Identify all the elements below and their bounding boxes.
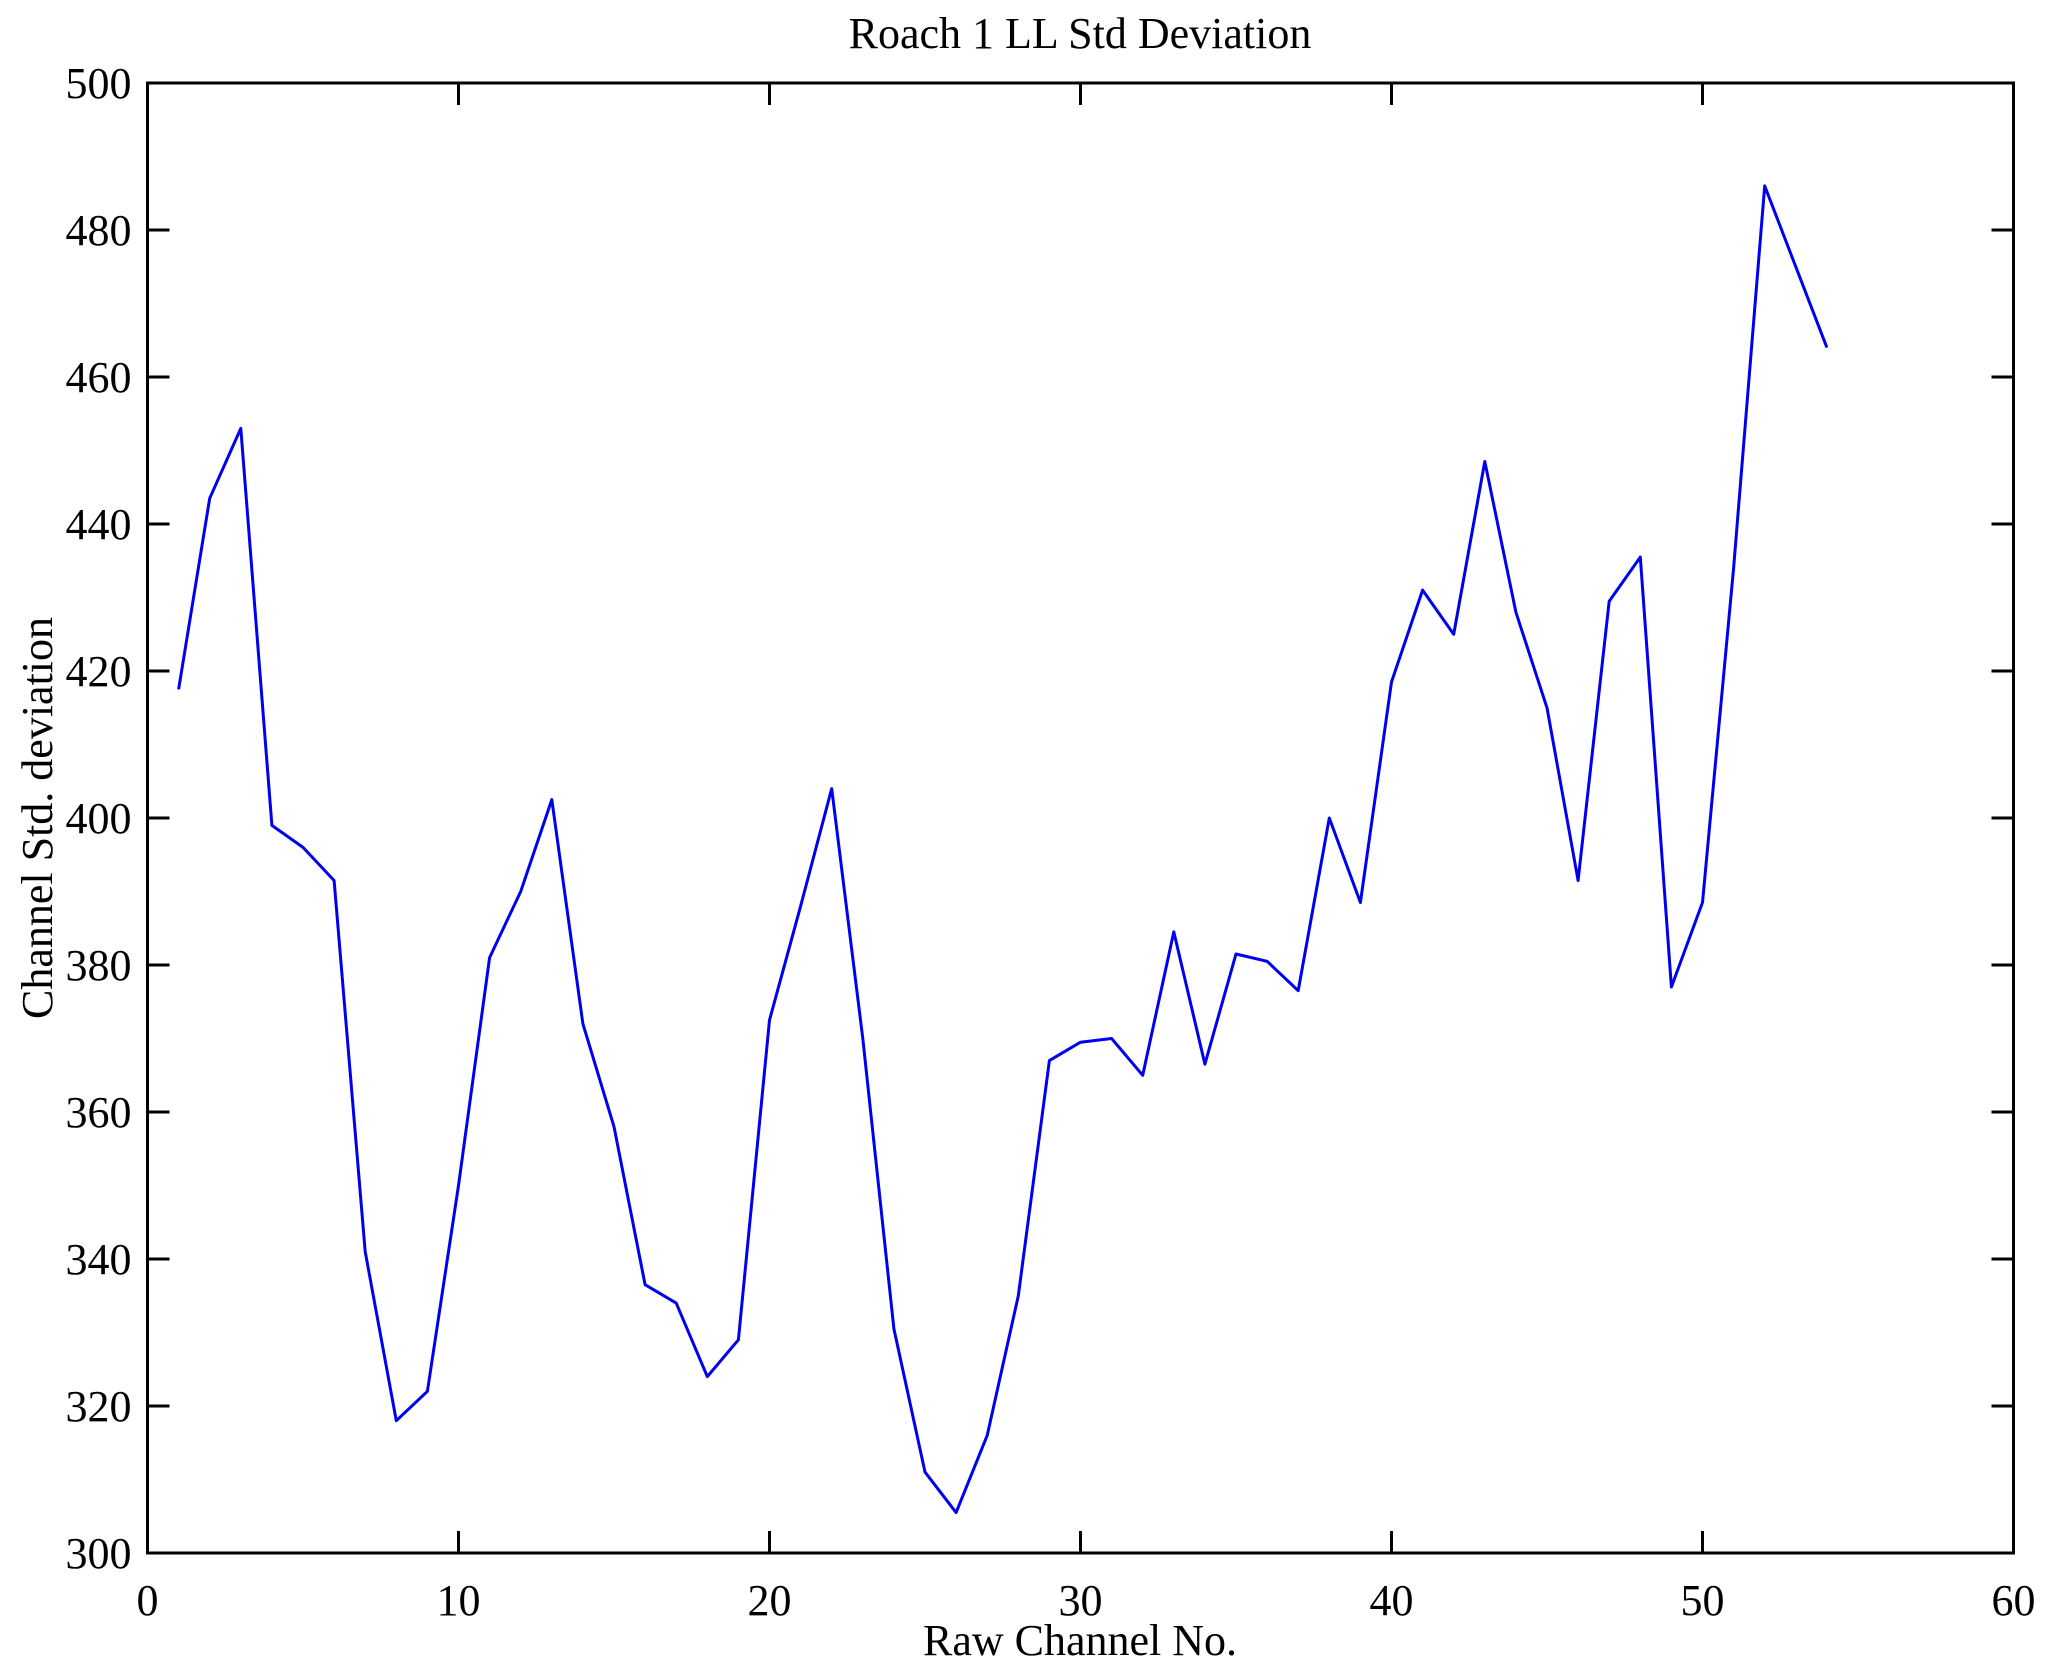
x-tick-label: 30 <box>1059 1576 1103 1625</box>
y-tick-label: 320 <box>66 1382 132 1431</box>
y-tick-label: 500 <box>66 59 132 108</box>
y-tick-label: 380 <box>66 941 132 990</box>
x-tick-label: 60 <box>1992 1576 2036 1625</box>
y-tick-label: 360 <box>66 1088 132 1137</box>
y-tick-label: 460 <box>66 353 132 402</box>
plot-area-border <box>146 81 2015 1555</box>
y-tick-label: 400 <box>66 794 132 843</box>
y-axis-label: Channel Std. deviation <box>13 617 62 1019</box>
x-tick-label: 10 <box>437 1576 481 1625</box>
x-tick-label: 0 <box>137 1576 159 1625</box>
y-tick-label: 420 <box>66 647 132 696</box>
chart-title: Roach 1 LL Std Deviation <box>849 9 1312 58</box>
y-tick-label: 340 <box>66 1235 132 1284</box>
x-tick-label: 20 <box>748 1576 792 1625</box>
tick-marks <box>146 81 2015 1555</box>
y-tick-label: 300 <box>66 1529 132 1578</box>
y-tick-label: 440 <box>66 500 132 549</box>
tick-labels: 0 10 20 30 40 50 60 300 320 340 360 380 400 420 440 460… <box>66 59 2036 1625</box>
y-tick-label: 480 <box>66 206 132 255</box>
x-axis-label: Raw Channel No. <box>923 1616 1237 1665</box>
x-tick-label: 50 <box>1681 1576 1725 1625</box>
series-line <box>177 184 1829 1515</box>
x-tick-label: 40 <box>1370 1576 1414 1625</box>
